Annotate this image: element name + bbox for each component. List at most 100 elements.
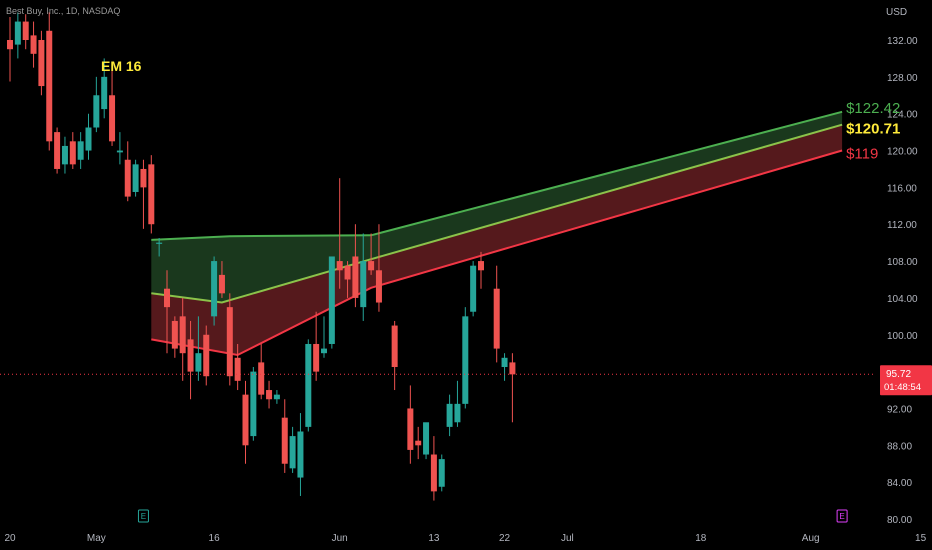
x-tick-label: 18 xyxy=(695,533,707,544)
candle xyxy=(454,380,461,427)
candle-body xyxy=(7,40,13,50)
candle-body xyxy=(470,265,477,312)
candle xyxy=(321,316,327,358)
x-tick-label: 20 xyxy=(4,533,16,544)
price-axis[interactable]: USD 132.00 128.00 124.00 120.00 116.00 112.00 1… xyxy=(880,7,932,526)
lower-band-fill xyxy=(151,124,843,355)
lower-band-label: $119 xyxy=(846,146,878,163)
candle xyxy=(171,316,178,358)
candle-body xyxy=(242,394,249,446)
candle-body xyxy=(352,256,359,298)
candle xyxy=(156,238,163,257)
candle xyxy=(375,224,382,312)
candle xyxy=(195,316,202,381)
candle-body xyxy=(164,288,170,308)
candle xyxy=(305,339,312,432)
candle-body xyxy=(211,261,218,317)
candle xyxy=(30,21,37,68)
candle-body xyxy=(462,316,469,404)
candles xyxy=(7,12,516,501)
candle-body xyxy=(493,288,500,349)
candle xyxy=(352,224,359,308)
candle-body xyxy=(116,150,123,153)
candle xyxy=(273,390,280,404)
candle xyxy=(493,265,500,363)
last-price-box xyxy=(880,365,932,396)
upper-band-line xyxy=(151,110,843,241)
candle xyxy=(85,113,92,160)
candle-body xyxy=(140,168,147,188)
earnings-marker: E xyxy=(836,509,848,523)
candle xyxy=(391,320,398,391)
y-tick-label: 112.00 xyxy=(887,220,917,231)
candle-body xyxy=(501,357,508,368)
candle xyxy=(77,132,84,169)
candle xyxy=(14,12,21,59)
candle-body xyxy=(430,454,437,492)
candle-body xyxy=(218,274,225,294)
candle-body xyxy=(328,256,335,344)
candle xyxy=(360,233,367,321)
candle-body xyxy=(250,371,257,437)
candle-body xyxy=(54,132,61,169)
candle-body xyxy=(289,436,296,469)
countdown-label: 01:48:54 xyxy=(884,382,921,393)
candle xyxy=(501,353,508,381)
time-axis[interactable]: 20 May 16 Jun 13 22 Jul 18 Aug 15 E E xyxy=(4,509,927,544)
x-tick-label: May xyxy=(87,533,106,544)
candle xyxy=(109,63,116,146)
candle xyxy=(22,14,29,50)
earnings-marker: E xyxy=(137,509,149,523)
candle-body xyxy=(438,459,445,487)
x-tick-label: 15 xyxy=(915,533,927,544)
candle-body xyxy=(179,316,186,354)
candle xyxy=(336,178,343,289)
candle xyxy=(328,256,335,349)
candle xyxy=(313,311,320,381)
candle-body xyxy=(258,362,265,395)
candle-body xyxy=(38,40,45,87)
y-tick-label: 108.00 xyxy=(887,257,918,268)
symbol-title: Best Buy, Inc., 1D, NASDAQ xyxy=(6,6,121,16)
x-tick-label: 13 xyxy=(428,533,440,544)
candle xyxy=(124,141,131,202)
y-tick-label: 132.00 xyxy=(887,36,918,47)
candle-body xyxy=(273,394,280,400)
candle-body xyxy=(132,164,139,192)
candle xyxy=(281,399,288,473)
candle-body xyxy=(22,21,29,40)
candle xyxy=(179,297,186,381)
candle-body xyxy=(226,307,233,377)
candle-body xyxy=(423,422,430,455)
candle-body xyxy=(478,261,484,271)
x-tick-label: Jul xyxy=(561,533,574,544)
candle-body xyxy=(69,141,76,165)
mid-band-line xyxy=(151,123,843,304)
candle xyxy=(430,436,437,501)
earnings-marker-box xyxy=(836,509,848,523)
candle xyxy=(438,454,445,492)
y-tick-label: 80.00 xyxy=(887,515,912,526)
candle-body xyxy=(171,320,178,349)
candle xyxy=(462,307,469,409)
candle xyxy=(38,30,45,96)
y-tick-label: 104.00 xyxy=(887,294,918,305)
y-tick-label: 128.00 xyxy=(887,73,918,84)
candle-body xyxy=(454,403,461,423)
candle xyxy=(415,426,422,460)
candle-body xyxy=(415,440,422,446)
candle-body xyxy=(407,408,414,450)
candle xyxy=(61,136,68,174)
candle-body xyxy=(195,353,202,372)
candle-body xyxy=(187,339,194,372)
y-tick-label: 84.00 xyxy=(887,478,912,489)
candle xyxy=(266,380,273,409)
candle-body xyxy=(336,261,343,271)
candle xyxy=(7,16,13,82)
band-labels: EM 16 $122.42 $120.71 $119 xyxy=(101,58,900,163)
candle xyxy=(423,422,430,460)
candle-body xyxy=(14,21,21,45)
candle xyxy=(478,251,484,289)
